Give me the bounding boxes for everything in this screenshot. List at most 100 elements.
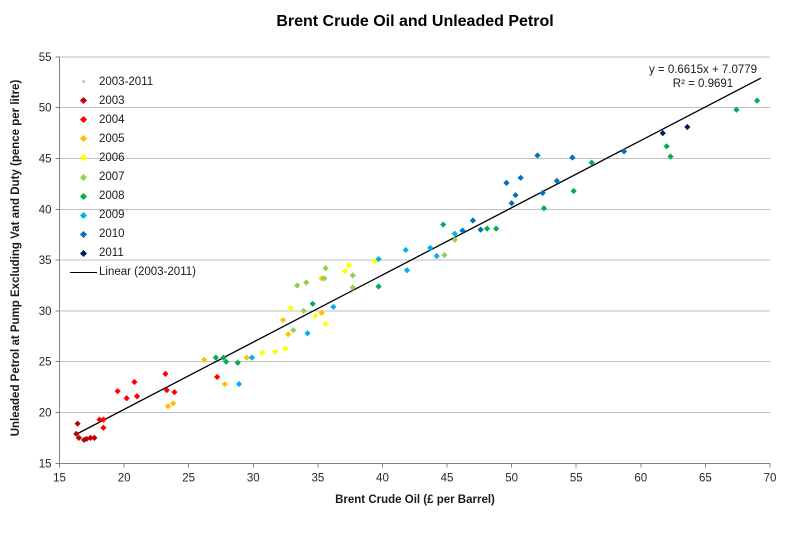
data-point-2008 — [588, 159, 595, 166]
data-point-2008 — [667, 153, 674, 160]
diamond-swatch — [79, 249, 88, 257]
data-point-2007 — [303, 279, 310, 286]
legend-label: 2004 — [99, 113, 125, 126]
data-point-2006 — [282, 345, 289, 352]
x-tick-label: 70 — [764, 472, 777, 484]
data-point-2004 — [100, 416, 107, 423]
data-point-2004 — [100, 424, 107, 431]
x-tick-label: 15 — [53, 472, 66, 484]
data-point-2009 — [403, 267, 411, 274]
series-marker-icon — [70, 97, 97, 105]
series-marker-icon — [70, 211, 97, 219]
legend-label: 2003 — [99, 94, 125, 107]
legend-label: 2006 — [99, 151, 125, 164]
trendline-swatch — [70, 271, 97, 273]
data-point-2008 — [753, 97, 761, 104]
data-point-2006 — [259, 349, 266, 356]
data-point-2006 — [322, 321, 329, 328]
data-point-2009 — [427, 244, 434, 252]
x-tick-label: 65 — [699, 472, 712, 484]
y-tick-label: 35 — [39, 255, 52, 267]
legend-item-2004: 2004 — [70, 110, 196, 129]
series-marker-icon — [70, 192, 97, 200]
data-point-2006 — [287, 304, 294, 311]
chart-title: Brent Crude Oil and Unleaded Petrol — [276, 13, 554, 30]
data-point-2004 — [162, 370, 169, 377]
data-point-2006 — [345, 262, 352, 269]
legend-label: 2010 — [99, 228, 125, 241]
data-point-2009 — [451, 230, 458, 237]
data-point-2010 — [539, 189, 546, 197]
y-tick-label: 40 — [39, 204, 52, 216]
data-point-2003 — [73, 430, 80, 437]
y-tick-label: 20 — [39, 408, 52, 420]
x-tick-label: 50 — [505, 472, 518, 484]
legend-item-2009: 2009 — [70, 206, 196, 225]
diamond-swatch — [79, 116, 88, 124]
series-marker-icon — [70, 116, 97, 124]
data-point-2004 — [114, 388, 121, 395]
data-point-2010 — [553, 177, 560, 184]
y-tick-label: 15 — [39, 458, 52, 470]
trendline-equation: y = 0.6615x + 7.0779 R² = 0.9691 — [628, 63, 778, 91]
data-point-2011 — [684, 123, 691, 131]
legend-label: 2007 — [99, 171, 125, 184]
data-point-2010 — [512, 191, 519, 199]
legend-label: 2005 — [99, 132, 125, 145]
data-point-2004 — [171, 389, 178, 396]
x-tick-label: 40 — [376, 472, 389, 484]
data-point-2010 — [620, 148, 628, 155]
data-point-2005 — [279, 316, 287, 324]
data-point-2009 — [235, 380, 243, 388]
x-tick-label: 55 — [570, 472, 583, 484]
diamond-swatch — [79, 230, 88, 238]
data-point-2009 — [433, 252, 440, 260]
diamond-swatch — [79, 192, 88, 200]
data-point-2010 — [503, 179, 510, 186]
legend-label: 2008 — [99, 190, 125, 203]
data-point-2010 — [517, 174, 524, 181]
line-swatch — [70, 271, 97, 273]
series-marker-icon — [70, 173, 97, 181]
trendline-r-squared: R² = 0.9691 — [672, 78, 734, 90]
legend-label: 2009 — [99, 209, 125, 222]
y-tick-label: 45 — [39, 154, 52, 166]
data-point-2010 — [508, 200, 515, 207]
legend-label: 2003-2011 — [99, 75, 154, 88]
series-marker-icon — [70, 230, 97, 238]
data-point-2003 — [75, 434, 82, 441]
data-point-2008 — [309, 300, 316, 307]
data-point-2008 — [540, 205, 548, 212]
series-marker-icon — [70, 135, 97, 143]
y-tick-label: 50 — [39, 103, 52, 115]
legend-item-2006: 2006 — [70, 148, 196, 167]
trendline-equation-formula: y = 0.6615x + 7.0779 — [648, 64, 758, 76]
data-point-2005 — [243, 354, 250, 361]
x-tick-label: 25 — [182, 472, 195, 484]
diamond-swatch — [79, 135, 88, 143]
data-point-2010 — [534, 152, 541, 159]
diamond-swatch — [79, 154, 88, 162]
data-point-2008 — [570, 187, 577, 195]
data-point-2008 — [375, 283, 382, 290]
data-point-2005 — [170, 400, 177, 407]
data-point-2010 — [477, 226, 484, 233]
data-point-2003 — [91, 434, 98, 441]
x-tick-label: 60 — [634, 472, 647, 484]
y-axis-title: Unleaded Petrol at Pump Excluding Vat an… — [10, 79, 22, 437]
diamond-swatch — [79, 173, 88, 181]
data-point-2009 — [375, 255, 382, 263]
data-point-2007 — [294, 282, 301, 289]
legend-label: 2011 — [99, 247, 124, 260]
data-point-2009 — [304, 330, 311, 337]
x-axis-title: Brent Crude Oil (£ per Barrel) — [335, 494, 495, 506]
data-point-2010 — [569, 154, 576, 161]
data-point-2004 — [123, 395, 130, 402]
data-point-2009 — [330, 303, 337, 310]
data-point-2007 — [300, 307, 307, 314]
legend-item-2005: 2005 — [70, 129, 196, 148]
data-point-2009 — [402, 246, 409, 254]
data-point-2008 — [733, 106, 740, 113]
data-point-2007 — [322, 265, 329, 272]
